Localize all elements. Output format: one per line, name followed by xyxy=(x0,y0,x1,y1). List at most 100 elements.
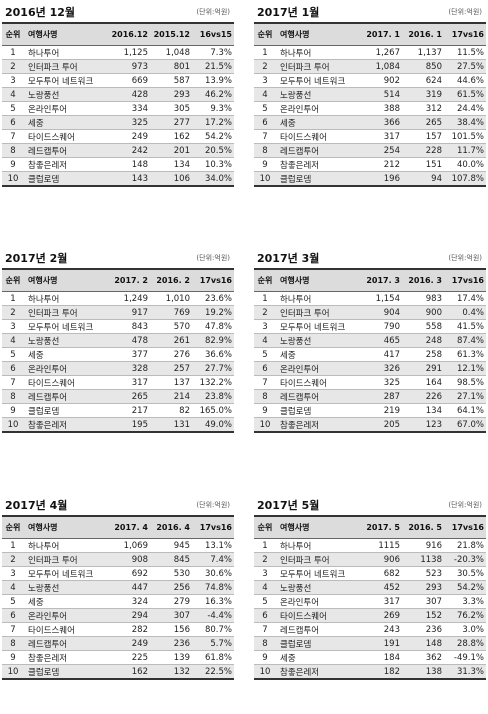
panel-title: 2017년 5월 xyxy=(257,499,320,512)
change-cell: 3.0% xyxy=(444,622,486,637)
rank-cell: 3 xyxy=(2,73,24,88)
rank-cell: 10 xyxy=(254,664,276,680)
current-value-cell: 269 xyxy=(358,608,402,623)
previous-value-cell: 265 xyxy=(402,115,444,130)
header-row: 순위 여행사명 2017. 5 2016. 5 17vs16 xyxy=(254,515,486,539)
agency-cell: 참좋은레저 xyxy=(24,417,106,433)
previous-value-cell: 82 xyxy=(150,403,192,418)
previous-value-cell: 530 xyxy=(150,566,192,581)
agency-cell: 하나투어 xyxy=(276,538,358,553)
agency-cell: 모두투어 네트워크 xyxy=(276,319,358,334)
table-row: 1 하나투어 1,069 945 13.1% xyxy=(2,538,234,553)
current-value-cell: 908 xyxy=(106,552,150,567)
current-value-cell: 196 xyxy=(358,171,402,187)
agency-header: 여행사명 xyxy=(24,22,106,46)
agency-cell: 클럽로뎀 xyxy=(24,664,106,680)
change-cell: 9.3% xyxy=(192,101,234,116)
agency-cell: 레드캡투어 xyxy=(276,143,358,158)
change-cell: 132.2% xyxy=(192,375,234,390)
unit-label: (단위:억원) xyxy=(196,8,230,16)
change-cell: 20.5% xyxy=(192,143,234,158)
rank-cell: 6 xyxy=(254,608,276,623)
ranking-table: 순위 여행사명 2017. 2 2016. 2 17vs16 1 하나투어 1,249 1,01… xyxy=(2,268,234,433)
change-cell: 5.7% xyxy=(192,636,234,651)
table-row: 3 모두투어 네트워크 682 523 30.5% xyxy=(254,566,486,581)
change-cell: 82.9% xyxy=(192,333,234,348)
table-row: 3 모두투어 네트워크 692 530 30.6% xyxy=(2,566,234,581)
rank-cell: 1 xyxy=(254,291,276,306)
table-row: 7 레드캡투어 243 236 3.0% xyxy=(254,622,486,637)
previous-value-cell: 276 xyxy=(150,347,192,362)
rank-cell: 10 xyxy=(254,171,276,187)
rank-cell: 3 xyxy=(254,73,276,88)
agency-cell: 클럽로뎀 xyxy=(24,171,106,187)
previous-value-cell: 139 xyxy=(150,650,192,665)
rank-cell: 4 xyxy=(254,87,276,102)
change-cell: 27.1% xyxy=(444,389,486,404)
rank-cell: 9 xyxy=(2,403,24,418)
rank-cell: 6 xyxy=(254,115,276,130)
agency-cell: 타이드스퀘어 xyxy=(24,622,106,637)
agency-header: 여행사명 xyxy=(276,22,358,46)
previous-value-cell: 214 xyxy=(150,389,192,404)
agency-cell: 세중 xyxy=(24,347,106,362)
change-cell: 13.1% xyxy=(192,538,234,553)
previous-value-cell: 94 xyxy=(402,171,444,187)
rank-cell: 2 xyxy=(2,552,24,567)
change-cell: 40.0% xyxy=(444,157,486,172)
current-value-cell: 326 xyxy=(358,361,402,376)
agency-cell: 노랑풍선 xyxy=(24,580,106,595)
rank-cell: 2 xyxy=(254,552,276,567)
current-value-cell: 317 xyxy=(358,594,402,609)
current-value-cell: 388 xyxy=(358,101,402,116)
rank-cell: 7 xyxy=(254,129,276,144)
current-value-cell: 917 xyxy=(106,305,150,320)
change-cell: 23.8% xyxy=(192,389,234,404)
change-cell: 101.5% xyxy=(444,129,486,144)
change-cell: 54.2% xyxy=(444,580,486,595)
rank-cell: 3 xyxy=(2,319,24,334)
previous-value-cell: 123 xyxy=(402,417,444,433)
agency-cell: 노랑풍선 xyxy=(24,87,106,102)
agency-cell: 클럽로뎀 xyxy=(276,636,358,651)
previous-value-cell: 228 xyxy=(402,143,444,158)
rank-cell: 10 xyxy=(2,417,24,433)
agency-cell: 레드캡투어 xyxy=(276,622,358,637)
rank-cell: 5 xyxy=(2,594,24,609)
table-row: 2 인터파크 투어 908 845 7.4% xyxy=(2,552,234,567)
change-cell: 76.2% xyxy=(444,608,486,623)
rank-cell: 6 xyxy=(2,115,24,130)
table-row: 4 노랑풍선 447 256 74.8% xyxy=(2,580,234,595)
unit-label: (단위:억원) xyxy=(448,501,482,509)
table-row: 2 인터파크 투어 906 1138 -20.3% xyxy=(254,552,486,567)
rank-cell: 9 xyxy=(254,157,276,172)
rank-cell: 9 xyxy=(2,157,24,172)
table-head: 순위 여행사명 2017. 1 2016. 1 17vs16 xyxy=(254,22,486,46)
previous-value-cell: 916 xyxy=(402,538,444,553)
rank-cell: 7 xyxy=(254,375,276,390)
rank-header: 순위 xyxy=(2,515,24,539)
rank-header: 순위 xyxy=(254,268,276,292)
current-header: 2017. 1 xyxy=(358,22,402,46)
previous-value-cell: 106 xyxy=(150,171,192,187)
table-row: 4 노랑풍선 465 248 87.4% xyxy=(254,333,486,348)
previous-value-cell: 1,137 xyxy=(402,45,444,60)
current-value-cell: 366 xyxy=(358,115,402,130)
previous-value-cell: 131 xyxy=(150,417,192,433)
agency-header: 여행사명 xyxy=(276,268,358,292)
previous-value-cell: 236 xyxy=(402,622,444,637)
previous-value-cell: 769 xyxy=(150,305,192,320)
current-value-cell: 225 xyxy=(106,650,150,665)
previous-value-cell: 1,010 xyxy=(150,291,192,306)
previous-value-cell: 138 xyxy=(402,664,444,680)
ranking-panel: 2016년 12월 (단위:억원) 순위 여행사명 2016.12 2015.12 16vs… xyxy=(2,2,234,187)
change-cell: 16.3% xyxy=(192,594,234,609)
agency-cell: 하나투어 xyxy=(24,538,106,553)
rank-cell: 10 xyxy=(2,664,24,680)
agency-cell: 참좋은레저 xyxy=(276,417,358,433)
current-value-cell: 325 xyxy=(106,115,150,130)
previous-value-cell: 201 xyxy=(150,143,192,158)
table-row: 10 클럽로뎀 196 94 107.8% xyxy=(254,171,486,187)
previous-value-cell: 319 xyxy=(402,87,444,102)
change-cell: 7.4% xyxy=(192,552,234,567)
